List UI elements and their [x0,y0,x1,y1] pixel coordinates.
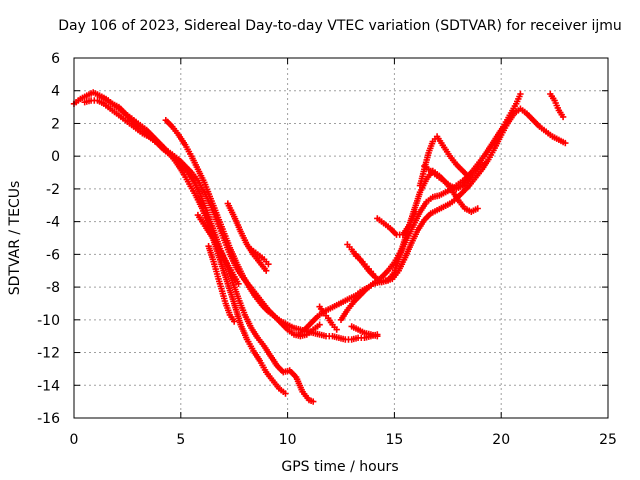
data-point [282,390,289,397]
axis-ticks [73,57,609,419]
data-point [559,113,567,121]
axis-tick-labels: 0 5 10 15 20 25 -16 -14 -12 -10 -8 -6 -4 -2 0 2 4 6 [37,51,617,448]
x-tick-label: 5 [176,432,185,448]
y-tick-label: 6 [51,51,60,67]
plot-frame [73,57,609,419]
x-tick-label: 20 [492,432,510,448]
y-tick-label: -10 [37,313,60,329]
data-point [235,280,242,287]
data-point [474,205,481,212]
data-point [265,261,272,268]
data-point [263,267,270,274]
chart-title: Day 106 of 2023, Sidereal Day-to-day VTE… [58,18,622,34]
y-tick-label: -14 [37,378,60,394]
x-tick-label: 10 [279,432,297,448]
y-tick-label: 2 [51,116,60,132]
y-tick-label: -16 [37,411,60,427]
data-point [374,333,381,340]
data-point [310,398,317,405]
x-tick-label: 15 [385,432,403,448]
y-tick-label: -2 [46,182,60,198]
y-tick-label: 0 [51,149,60,165]
y-tick-label: 4 [51,84,60,100]
data-point [333,326,340,333]
data-point [517,90,524,98]
data-point [478,159,486,166]
y-tick-label: -12 [37,346,60,362]
x-tick-label: 0 [70,432,79,448]
data-point [412,208,419,215]
y-axis-label: SDTVAR / TECUs [7,181,23,296]
data-points [70,89,569,405]
y-tick-label: -4 [46,215,60,231]
x-tick-label: 25 [599,432,617,448]
data-point [369,270,377,278]
y-tick-label: -6 [46,247,60,263]
data-point [316,321,323,328]
data-point [231,318,238,325]
y-tick-label: -8 [46,280,60,296]
data-point [562,139,569,147]
x-axis-label: GPS time / hours [281,459,398,475]
